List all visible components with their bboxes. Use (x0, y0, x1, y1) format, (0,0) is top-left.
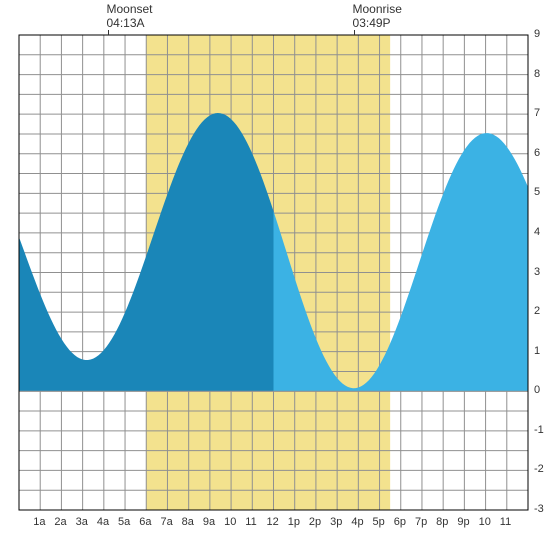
x-tick-label: 7p (415, 516, 427, 528)
x-tick-label: 6a (139, 516, 151, 528)
x-tick-label: 3a (76, 516, 88, 528)
y-tick-label: 6 (534, 147, 540, 159)
moonrise-label: Moonrise (353, 2, 402, 16)
y-tick-label: 3 (534, 266, 540, 278)
x-tick-label: 4a (97, 516, 109, 528)
y-tick-label: -1 (534, 424, 544, 436)
x-tick-label: 11 (500, 516, 511, 528)
x-tick-label: 4p (351, 516, 363, 528)
y-tick-label: 0 (534, 384, 540, 396)
y-tick-label: 8 (534, 68, 540, 80)
y-tick-label: 1 (534, 345, 540, 357)
moonset-annotation: Moonset04:13A (106, 2, 152, 31)
y-tick-label: 5 (534, 186, 540, 198)
x-tick-label: 10 (224, 516, 236, 528)
x-tick-label: 5p (373, 516, 385, 528)
x-tick-label: 1p (288, 516, 300, 528)
x-tick-label: 8p (436, 516, 448, 528)
x-tick-label: 9p (457, 516, 469, 528)
x-tick-label: 12 (267, 516, 279, 528)
moonset-time: 04:13A (106, 16, 152, 30)
x-tick-label: 9a (203, 516, 215, 528)
moonrise-annotation: Moonrise03:49P (353, 2, 402, 31)
x-tick-label: 11 (245, 516, 256, 528)
moonrise-time: 03:49P (353, 16, 402, 30)
y-tick-label: 7 (534, 107, 540, 119)
tide-chart: Moonset04:13A Moonrise03:49P 1a 2a 3a 4a 5a 6a 7… (0, 0, 550, 550)
x-tick-label: 2p (309, 516, 321, 528)
x-tick-label: 1a (33, 516, 45, 528)
x-tick-label: 7a (160, 516, 172, 528)
chart-svg (0, 0, 550, 550)
x-tick-label: 10 (479, 516, 491, 528)
x-tick-label: 2a (54, 516, 66, 528)
moonset-label: Moonset (106, 2, 152, 16)
y-tick-label: -2 (534, 463, 544, 475)
y-tick-label: 4 (534, 226, 540, 238)
y-tick-label: -3 (534, 503, 544, 515)
y-tick-label: 2 (534, 305, 540, 317)
x-tick-label: 3p (330, 516, 342, 528)
x-tick-label: 8a (182, 516, 194, 528)
y-tick-label: 9 (534, 28, 540, 40)
x-tick-label: 6p (394, 516, 406, 528)
x-tick-label: 5a (118, 516, 130, 528)
